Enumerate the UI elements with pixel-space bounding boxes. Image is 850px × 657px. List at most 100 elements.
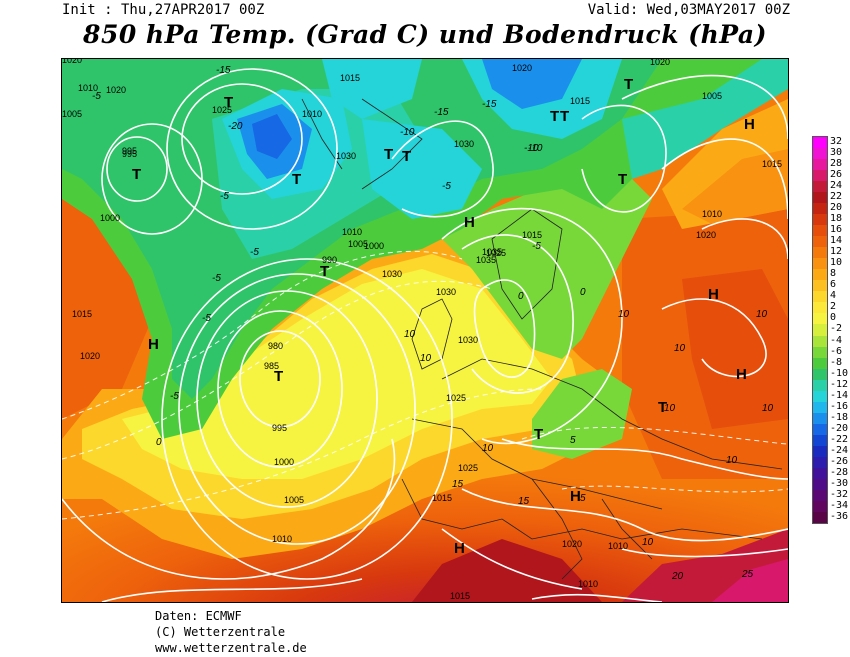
isobar-label: 1020 xyxy=(512,63,532,73)
isobar-label: 1000 xyxy=(274,457,294,467)
legend-tick-label: -26 xyxy=(830,455,849,467)
pressure-center-label: T xyxy=(224,94,233,111)
isotherm-label: 5 xyxy=(570,435,576,446)
isobar-label: 1020 xyxy=(696,230,716,240)
legend-tick-label: -36 xyxy=(830,510,849,522)
legend-tick-label: -28 xyxy=(830,466,849,478)
isobar-label: 1025 xyxy=(212,105,232,115)
legend-swatch xyxy=(813,346,827,359)
temperature-color-scale xyxy=(812,136,828,524)
legend-tick-label: 16 xyxy=(830,224,843,236)
legend-tick-label: 24 xyxy=(830,180,843,192)
pressure-center-label: T xyxy=(320,263,329,280)
legend-tick-label: -4 xyxy=(830,334,843,346)
isobar-label: 1020 xyxy=(106,85,126,95)
legend-tick-label: -32 xyxy=(830,488,849,500)
legend-swatch xyxy=(813,236,827,248)
isotherm-label: -15 xyxy=(482,99,497,110)
isobar-label: 1010 xyxy=(272,534,292,544)
legend-tick-label: 22 xyxy=(830,191,843,203)
isotherm-label: 15 xyxy=(452,479,464,490)
isotherm-label: -5 xyxy=(220,191,229,202)
isotherm-label: -10 xyxy=(524,143,539,154)
legend-swatch xyxy=(813,203,827,215)
pressure-center-label: H xyxy=(464,214,475,231)
isobar-label: 1020 xyxy=(562,539,582,549)
pressure-center-label: H xyxy=(736,366,747,383)
legend-swatch xyxy=(813,489,827,502)
legend-swatch xyxy=(813,313,827,325)
legend-swatch xyxy=(813,269,827,281)
isobar-label: 990 xyxy=(322,255,337,265)
legend-tick-label: -24 xyxy=(830,444,849,456)
pressure-center-label: H xyxy=(744,116,755,133)
pressure-center-label: H xyxy=(708,286,719,303)
pressure-center-label: H xyxy=(454,540,465,557)
isobar-label: 1020 xyxy=(62,59,82,65)
legend-swatch xyxy=(813,511,827,524)
legend-tick-label: 4 xyxy=(830,290,837,302)
isobar-label: 1005 xyxy=(62,109,82,119)
legend-swatch xyxy=(813,214,827,226)
legend-swatch xyxy=(813,423,827,436)
isobar-label: 995 xyxy=(122,146,137,156)
pressure-center-label: T xyxy=(624,76,633,93)
legend-tick-label: 0 xyxy=(830,312,837,324)
isotherm-label: 10 xyxy=(618,309,630,320)
credits: Daten: ECMWF (C) Wetterzentrale www.wett… xyxy=(155,608,307,656)
isobar-label: 1000 xyxy=(364,241,384,251)
legend-tick-label: 18 xyxy=(830,213,843,225)
legend-tick-label: 26 xyxy=(830,169,843,181)
isobar-label: 1030 xyxy=(436,287,456,297)
isobar-label: 1010 xyxy=(578,579,598,589)
pressure-center-label: T xyxy=(402,148,411,165)
valid-time: Valid: Wed,03MAY2017 00Z xyxy=(587,2,790,18)
legend-tick-label: 2 xyxy=(830,301,837,313)
isobar-label: 1000 xyxy=(100,213,120,223)
isotherm-label: 10 xyxy=(404,329,416,340)
legend-tick-label: 10 xyxy=(830,257,843,269)
weather-map: 1020 1010 1005 1000 995 990 985 980 995 1000 1005 1… xyxy=(61,58,789,603)
legend-swatch xyxy=(813,258,827,270)
legend-tick-label: -22 xyxy=(830,433,849,445)
legend-tick-label: -20 xyxy=(830,422,849,434)
legend-tick-label: 28 xyxy=(830,158,843,170)
pressure-center-label: T xyxy=(274,368,283,385)
isobar-label: 1005 xyxy=(702,91,722,101)
data-source: Daten: ECMWF xyxy=(155,609,242,623)
isotherm-label: 0 xyxy=(156,437,162,448)
isotherm-label: -5 xyxy=(170,391,179,402)
isobar-label: 1015 xyxy=(570,96,590,106)
pressure-center-label: T xyxy=(534,426,543,443)
isotherm-label: -5 xyxy=(250,247,259,258)
legend-tick-label: 12 xyxy=(830,246,843,258)
isobar-label: 1015 xyxy=(432,493,452,503)
pressure-center-label: T xyxy=(550,108,559,125)
legend-swatch xyxy=(813,478,827,491)
isobar-label: 995 xyxy=(122,149,137,159)
isotherm-label: -5 xyxy=(442,181,451,192)
legend-swatch xyxy=(813,335,827,348)
isotherm-label: -5 xyxy=(532,241,541,252)
isobar-label: 1015 xyxy=(450,591,470,601)
legend-swatch xyxy=(813,357,827,370)
isobar-label: 1010 xyxy=(608,541,628,551)
legend-tick-label: -16 xyxy=(830,400,849,412)
isobar-label: 1025 xyxy=(458,463,478,473)
legend-swatch xyxy=(813,181,827,193)
legend-swatch xyxy=(813,401,827,414)
legend-swatch xyxy=(813,291,827,303)
copyright: (C) Wetterzentrale xyxy=(155,625,286,639)
legend-swatch xyxy=(813,445,827,458)
pressure-center-label: H xyxy=(570,488,581,505)
legend-tick-label: -2 xyxy=(830,323,843,335)
legend-tick-label: 30 xyxy=(830,147,843,159)
isobar-label: 1030 xyxy=(454,139,474,149)
isobar-label: 1015 xyxy=(72,309,92,319)
isobar-label: 1010 xyxy=(702,209,722,219)
isotherm-label: -5 xyxy=(92,91,101,102)
isotherm-label: 0 xyxy=(518,291,524,302)
legend-swatch xyxy=(813,368,827,381)
isobar-label: 995 xyxy=(272,423,287,433)
legend-tick-label: -6 xyxy=(830,345,843,357)
